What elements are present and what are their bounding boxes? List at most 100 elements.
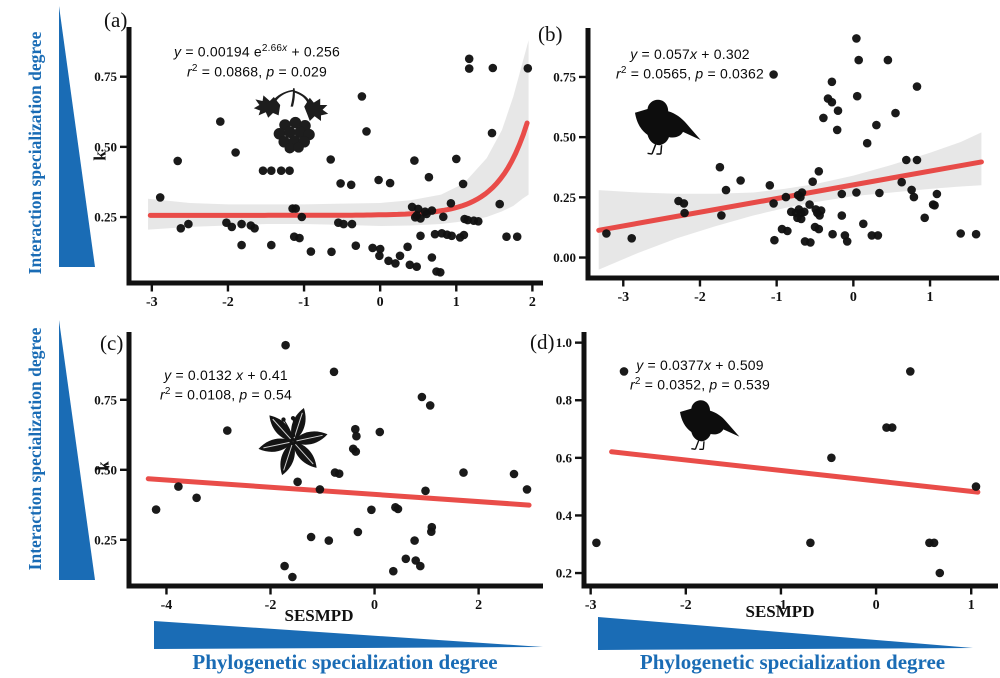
x-tick-label: -4 <box>161 598 173 613</box>
data-point <box>680 208 689 218</box>
data-point <box>509 469 519 479</box>
data-point <box>891 108 900 118</box>
data-point <box>495 199 505 209</box>
data-point <box>374 175 383 185</box>
x-tick-label: 0 <box>873 598 880 613</box>
data-point <box>859 219 868 229</box>
data-point <box>439 212 448 222</box>
data-point <box>458 179 468 189</box>
data-point <box>627 234 636 243</box>
data-point <box>522 485 532 494</box>
data-point <box>592 538 601 548</box>
data-point <box>416 561 425 571</box>
y-tick-label: 0.25 <box>553 190 576 205</box>
data-point <box>334 469 344 478</box>
data-point <box>736 176 745 185</box>
data-point <box>324 536 334 545</box>
data-point <box>464 64 474 73</box>
data-point <box>929 538 939 548</box>
phylogenetic-specialization-label-left: Phylogenetic specialization degree <box>192 650 498 674</box>
panel-label-c: (c) <box>100 331 124 355</box>
x-tick-label: -3 <box>585 598 597 613</box>
phylogenetic-specialization-label-right: Phylogenetic specialization degree <box>639 650 946 674</box>
y-tick-label: 1.0 <box>556 335 572 350</box>
data-point <box>176 224 186 233</box>
data-point <box>488 63 498 73</box>
data-point <box>405 260 415 270</box>
data-point <box>393 504 403 514</box>
data-point <box>339 219 348 229</box>
data-point <box>912 82 922 91</box>
panel-c: -4 -2 0 2 0.25 0.50 0.75 y = 0.0132 x + 0.41 r… <box>90 330 545 630</box>
data-point <box>427 253 437 262</box>
data-point <box>367 505 376 515</box>
data-point <box>805 200 814 209</box>
data-point <box>920 213 929 223</box>
data-point <box>421 486 430 496</box>
data-point <box>174 482 183 491</box>
equation-d: y = 0.0377x + 0.509 r2 = 0.0352, p = 0.5… <box>580 356 820 395</box>
data-point <box>258 166 268 175</box>
data-point <box>873 231 883 240</box>
data-point <box>436 268 445 277</box>
data-point <box>427 206 437 215</box>
equation-b: y = 0.057x + 0.302 r2 = 0.0565, p = 0.03… <box>570 45 810 84</box>
y-tick-label: 0.6 <box>556 450 573 465</box>
data-point <box>375 427 385 437</box>
equation-a-line1: y = 0.00194 e2.66x + 0.256 <box>174 43 340 60</box>
data-point <box>907 185 916 195</box>
data-point <box>295 233 304 243</box>
x-tick-label: -3 <box>617 290 629 305</box>
data-point <box>854 55 863 65</box>
data-point <box>151 505 161 514</box>
x-tick-label: -1 <box>298 295 310 310</box>
scatter-plot-b: -3 -2 -1 0 1 0.00 0.25 0.50 0.75 <box>553 28 999 305</box>
y-tick-label: 0.75 <box>94 69 117 84</box>
data-point <box>352 431 361 441</box>
data-point <box>362 127 371 136</box>
data-point <box>452 154 461 164</box>
data-point <box>765 181 775 190</box>
data-point <box>932 189 942 199</box>
y-tick-label: 0.50 <box>553 130 576 145</box>
interaction-specialization-label-bottom: Interaction specialization degree <box>25 327 45 571</box>
data-point <box>306 532 316 542</box>
x-tick-label: 1 <box>453 295 460 310</box>
x-tick-label: -1 <box>771 290 783 305</box>
equation-b-line2: r2 = 0.0565, p = 0.0362 <box>616 65 764 82</box>
bird-icon-b <box>626 95 706 157</box>
data-point <box>814 224 824 234</box>
data-point <box>192 493 201 503</box>
data-point <box>902 155 911 165</box>
data-point <box>875 188 884 198</box>
data-point <box>375 251 384 261</box>
data-point <box>912 155 922 165</box>
equation-b-line1: y = 0.057x + 0.302 <box>630 46 750 62</box>
data-point <box>883 55 893 65</box>
x-tick-label: 0 <box>371 598 378 613</box>
y-tick-label: 0.25 <box>94 532 117 547</box>
data-point <box>416 231 425 241</box>
x-tick-label: 1 <box>927 290 934 305</box>
data-point <box>329 367 339 377</box>
data-point <box>781 192 791 202</box>
data-point <box>412 262 422 271</box>
data-point <box>832 125 842 135</box>
data-point <box>285 166 294 175</box>
data-point <box>347 219 357 229</box>
panel-d: -3 -2 -1 0 1 0.2 0.4 0.6 0.8 1.0 y = 0.0377x + 0.… <box>545 330 1000 630</box>
x-tick-label: -2 <box>222 295 234 310</box>
data-point <box>862 138 872 148</box>
data-point <box>155 193 165 202</box>
data-point <box>216 117 225 126</box>
data-point <box>796 214 806 224</box>
equation-d-line2: r2 = 0.0352, p = 0.539 <box>630 376 770 393</box>
data-point <box>956 229 965 238</box>
data-point <box>276 166 286 175</box>
data-point <box>353 527 363 537</box>
x-tick-label: -1 <box>775 598 787 613</box>
confidence-band <box>598 132 982 270</box>
data-point <box>430 229 440 239</box>
data-point <box>971 229 981 239</box>
